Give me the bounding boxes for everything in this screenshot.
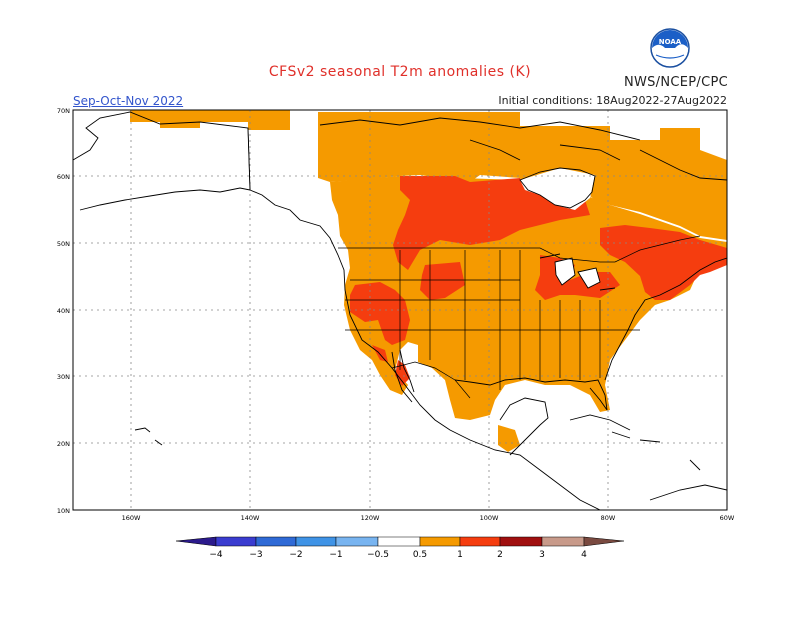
lat-label: 20N <box>57 440 70 448</box>
organization-label: NWS/NCEP/CPC <box>623 75 728 90</box>
lat-label: 30N <box>57 373 70 381</box>
anomaly-region-1-2 <box>350 176 727 386</box>
legend-swatch <box>419 536 461 547</box>
legend-swatch <box>583 536 625 547</box>
legend-tick: −4 <box>209 550 223 560</box>
lat-label: 50N <box>57 240 70 248</box>
legend-tick: −2 <box>289 550 302 560</box>
lon-label: 140W <box>241 514 260 522</box>
logo-text: NOAA <box>659 38 682 46</box>
legend-tick: −1 <box>329 550 342 560</box>
lat-label: 40N <box>57 307 70 315</box>
legend-swatch <box>295 536 337 547</box>
legend-tick: −0.5 <box>367 550 389 560</box>
lon-label: 160W <box>122 514 141 522</box>
map-title: CFSv2 seasonal T2m anomalies (K) <box>268 64 532 80</box>
lat-label: 70N <box>57 107 70 115</box>
legend-swatch <box>175 536 217 547</box>
lon-label: 60W <box>720 514 735 522</box>
legend-swatch <box>377 536 421 547</box>
map-frame <box>72 109 728 511</box>
color-legend: −4 −3 −2 −1 −0.5 0.5 1 2 3 4 <box>175 536 625 560</box>
lon-label: 120W <box>361 514 380 522</box>
lon-label: 100W <box>480 514 499 522</box>
legend-swatch <box>255 536 297 547</box>
legend-tick: 0.5 <box>413 550 427 560</box>
legend-swatch <box>335 536 379 547</box>
legend-swatch <box>541 536 585 547</box>
latitude-labels: 70N 60N 50N 40N 30N 20N 10N <box>57 107 70 515</box>
initial-conditions-label: Initial conditions: 18Aug2022-27Aug2022 <box>498 94 727 107</box>
graticule <box>73 110 727 510</box>
legend-swatch <box>499 536 543 547</box>
lon-label: 80W <box>601 514 616 522</box>
legend-swatch <box>459 536 501 547</box>
legend-tick: 4 <box>581 550 587 560</box>
longitude-labels: 160W 140W 120W 100W 80W 60W <box>122 514 735 522</box>
legend-tick: 3 <box>539 550 545 560</box>
legend-tick: −3 <box>249 550 262 560</box>
season-label: Sep-Oct-Nov 2022 <box>73 94 184 108</box>
water-bodies <box>520 168 600 288</box>
lat-label: 10N <box>57 507 70 515</box>
coastlines <box>73 111 727 510</box>
lat-label: 60N <box>57 173 70 181</box>
legend-tick: 2 <box>497 550 503 560</box>
legend-tick: 1 <box>457 550 463 560</box>
borders <box>247 127 701 399</box>
noaa-logo: NOAA <box>650 28 690 68</box>
legend-swatch <box>215 536 257 547</box>
